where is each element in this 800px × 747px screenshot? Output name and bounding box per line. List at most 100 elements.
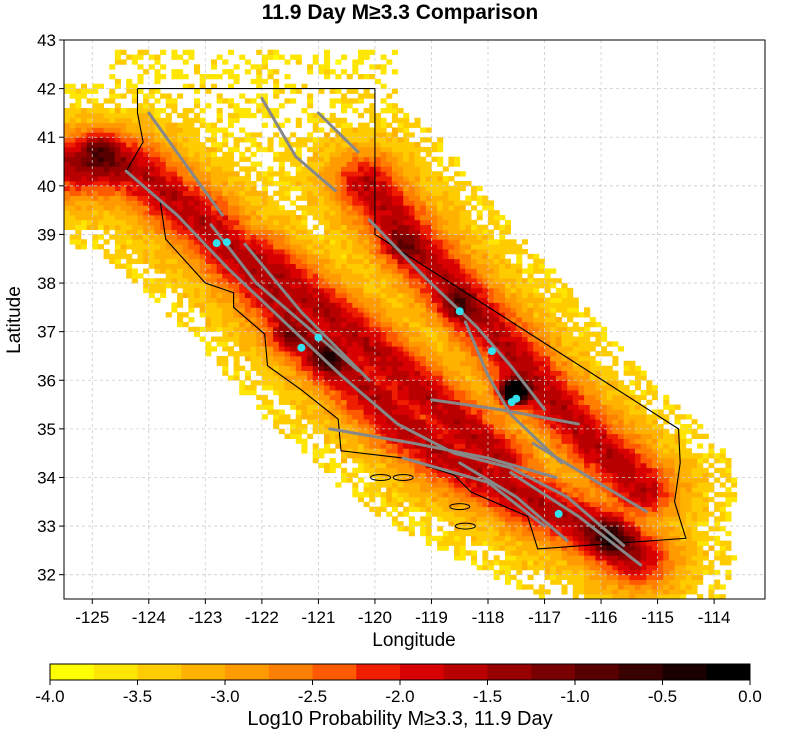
heatmap-cell (244, 355, 251, 362)
heatmap-cell (465, 530, 472, 537)
heatmap-cell (148, 151, 155, 158)
heatmap-cell (504, 249, 512, 255)
heatmap-cell (521, 409, 528, 415)
heatmap-cell (510, 506, 517, 512)
heatmap-cell (454, 190, 461, 196)
heatmap-cell (250, 351, 257, 357)
heatmap-cell (504, 564, 512, 571)
heatmap-cell (165, 112, 172, 119)
heatmap-cell (499, 278, 506, 284)
heatmap-cell (487, 521, 495, 527)
heatmap-cell (386, 214, 393, 221)
heatmap-cell (273, 229, 280, 235)
heatmap-cell (233, 214, 240, 221)
heatmap-cell (131, 244, 138, 250)
heatmap-cell (437, 404, 444, 410)
heatmap-cell (386, 210, 393, 216)
heatmap-cell (329, 180, 336, 187)
heatmap-cell (227, 375, 234, 381)
heatmap-cell (261, 239, 268, 245)
heatmap-cell (210, 214, 218, 221)
heatmap-cell (352, 200, 359, 206)
heatmap-cell (290, 404, 297, 410)
heatmap-cell (454, 210, 461, 216)
heatmap-cell (341, 132, 348, 138)
heatmap-cell (64, 117, 71, 124)
heatmap-cell (459, 249, 466, 255)
heatmap-cell (363, 404, 370, 410)
heatmap-cell (363, 321, 370, 328)
heatmap-cell (312, 137, 319, 143)
heatmap-cell (487, 253, 495, 260)
heatmap-cell (324, 214, 331, 221)
heatmap-cell (233, 176, 240, 182)
heatmap-cell (148, 166, 155, 172)
heatmap-cell (357, 448, 365, 454)
heatmap-cell (499, 263, 506, 269)
heatmap-cell (391, 49, 398, 55)
heatmap-cell (273, 414, 280, 420)
heatmap-cell (414, 205, 421, 211)
heatmap-cell (64, 83, 71, 90)
heatmap-cell (425, 127, 432, 133)
heatmap-cell (227, 185, 234, 192)
heatmap-cell (341, 151, 348, 158)
heatmap-cell (69, 200, 76, 206)
heatmap-cell (487, 229, 495, 235)
heatmap-cell (194, 292, 201, 299)
heatmap-cell (374, 249, 381, 255)
heatmap-cell (437, 146, 444, 153)
heatmap-cell (493, 326, 500, 333)
heatmap-cell (261, 273, 268, 279)
heatmap-cell (499, 253, 506, 260)
heatmap-cell (324, 375, 331, 381)
heatmap-cell (222, 297, 229, 303)
heatmap-cell (273, 287, 280, 294)
heatmap-cell (352, 428, 359, 435)
heatmap-cell (487, 506, 495, 512)
heatmap-cell (476, 448, 483, 454)
heatmap-cell (504, 331, 512, 337)
heatmap-cell (493, 472, 500, 478)
heatmap-cell (154, 156, 161, 162)
heatmap-cell (171, 103, 178, 109)
heatmap-cell (278, 428, 285, 435)
heatmap-cell (504, 521, 512, 527)
heatmap-cell (487, 564, 495, 571)
heatmap-cell (408, 477, 415, 483)
heatmap-cell (307, 365, 314, 371)
heatmap-cell (408, 326, 415, 333)
heatmap-cell (352, 482, 359, 488)
heatmap-cell (504, 297, 512, 303)
heatmap-cell (92, 210, 99, 216)
heatmap-cell (437, 297, 444, 303)
heatmap-cell (510, 482, 517, 488)
heatmap-cell (487, 501, 495, 508)
heatmap-cell (227, 331, 234, 337)
heatmap-cell (210, 185, 218, 192)
heatmap-cell (318, 137, 325, 143)
heatmap-cell (357, 385, 365, 391)
heatmap-cell (199, 302, 206, 308)
heatmap-cell (369, 287, 376, 294)
heatmap-cell (454, 161, 461, 167)
heatmap-cell (357, 137, 365, 143)
heatmap-cell (397, 219, 404, 226)
heatmap-cell (386, 458, 393, 464)
heatmap-cell (363, 54, 370, 60)
heatmap-cell (324, 132, 331, 138)
heatmap-cell (273, 219, 280, 226)
heatmap-cell (476, 526, 483, 532)
heatmap-cell (369, 462, 376, 469)
heatmap-cell (216, 360, 223, 367)
heatmap-cell (222, 229, 229, 235)
heatmap-cell (284, 98, 291, 104)
heatmap-cell (454, 438, 461, 444)
heatmap-cell (312, 292, 319, 299)
heatmap-cell (307, 180, 314, 187)
heatmap-cell (420, 297, 427, 303)
heatmap-cell (148, 103, 155, 109)
heatmap-cell (374, 283, 381, 289)
heatmap-cell (442, 482, 449, 488)
heatmap-cell (482, 297, 489, 303)
